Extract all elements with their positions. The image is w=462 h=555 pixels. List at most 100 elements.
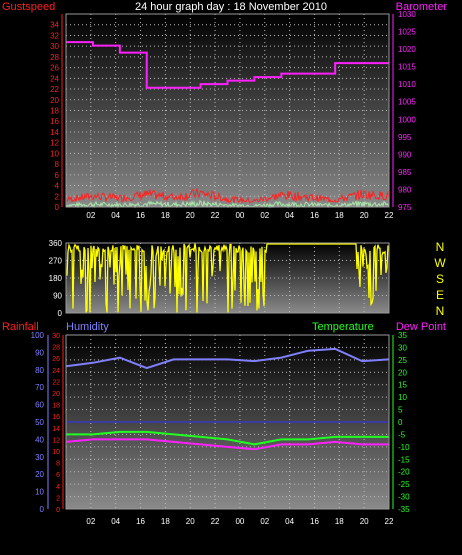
humidity-tick-label: 20	[35, 470, 44, 479]
chart-title: 24 hour graph day : 18 November 2010	[135, 1, 327, 13]
humidity-tick-label: 80	[35, 366, 44, 375]
gust-tick-label: 22	[50, 85, 59, 94]
x-tick-label-p3: 04	[285, 517, 294, 526]
gust-tick-label: 14	[50, 128, 59, 137]
x-tick-label-p1: 02	[260, 211, 269, 220]
x-tick-label-p1: 04	[285, 211, 294, 220]
rain-tick-label: 22	[52, 379, 60, 386]
wind-series-line	[65, 199, 390, 209]
rain-tick-label: 24	[52, 368, 60, 375]
x-tick-label-p3: 04	[111, 517, 120, 526]
temperature-tick-label: 10	[398, 393, 407, 402]
baro-tick-label: 1005	[398, 98, 416, 107]
rain-tick-label: 2	[56, 495, 60, 502]
dir-tick-label: 180	[49, 274, 63, 283]
x-tick-label-p3: 02	[260, 517, 269, 526]
temperature-tick-label: 15	[398, 381, 407, 390]
humidity-tick-label: 10	[35, 488, 44, 497]
gust-tick-label: 24	[50, 74, 59, 83]
series	[65, 41, 390, 451]
direction-label: N	[436, 304, 445, 318]
temperature-tick-label: -25	[398, 480, 410, 489]
gust-tick-label: 30	[50, 42, 59, 51]
dir-tick-label: 360	[49, 239, 63, 248]
x-tick-label-p3: 00	[235, 517, 244, 526]
temperature-tick-label: 20	[398, 368, 407, 377]
rain-tick-label: 30	[52, 333, 60, 340]
direction-label: S	[436, 272, 444, 286]
rain-tick-label: 0	[56, 507, 60, 514]
gust-tick-label: 18	[50, 107, 59, 116]
x-tick-label-p3: 22	[211, 517, 220, 526]
temperature-axis-label: Temperature	[312, 321, 374, 333]
humidity-tick-label: 90	[35, 348, 44, 357]
baro-tick-label: 1000	[398, 115, 416, 124]
rain-tick-label: 8	[56, 461, 60, 468]
gust-tick-label: 2	[55, 192, 60, 201]
x-tick-label-p1: 02	[86, 211, 95, 220]
humidity-tick-label: 100	[31, 331, 45, 340]
humidity-tick-label: 0	[40, 505, 45, 514]
gust-series-line	[65, 188, 390, 204]
rain-tick-label: 20	[52, 391, 60, 398]
humidity-tick-label: 60	[35, 401, 44, 410]
gust-tick-label: 32	[50, 31, 59, 40]
x-tick-label-p1: 22	[385, 211, 394, 220]
x-tick-label-p3: 16	[310, 517, 319, 526]
baro-tick-label: 1030	[398, 10, 416, 19]
temperature-tick-label: 0	[398, 418, 403, 427]
dir-tick-label: 270	[49, 257, 63, 266]
gust-tick-label: 8	[55, 160, 60, 169]
x-tick-label-p3: 18	[161, 517, 170, 526]
gust-tick-label: 4	[55, 182, 60, 191]
x-tick-label-p1: 16	[310, 211, 319, 220]
x-tick-label-p3: 20	[186, 517, 195, 526]
x-tick-label-p3: 02	[86, 517, 95, 526]
panel3-frame	[65, 334, 390, 510]
rain-tick-label: 12	[52, 437, 60, 444]
temperature-tick-label: -15	[398, 455, 410, 464]
dir-tick-label: 90	[53, 292, 62, 301]
direction-label: W	[434, 256, 446, 270]
baro-tick-label: 980	[398, 185, 412, 194]
baro-tick-label: 975	[398, 203, 412, 212]
baro-tick-label: 995	[398, 133, 412, 142]
gust-tick-label: 10	[50, 149, 59, 158]
humidity-series-line	[65, 347, 390, 370]
temperature-tick-label: -35	[398, 505, 410, 514]
temperature-tick-label: 5	[398, 406, 403, 415]
baro-axis-label: Barometer	[396, 1, 448, 13]
temperature-tick-label: -20	[398, 468, 410, 477]
baro-series-line	[66, 41, 389, 89]
humidity-tick-label: 70	[35, 383, 44, 392]
temperature-tick-label: 35	[398, 331, 407, 340]
panel2-frame	[65, 242, 390, 314]
gust-tick-label: 6	[55, 171, 60, 180]
baro-tick-label: 1010	[398, 80, 416, 89]
gust-tick-label: 0	[55, 203, 60, 212]
humidity-tick-label: 50	[35, 418, 44, 427]
x-tick-label-p1: 18	[161, 211, 170, 220]
gust-tick-label: 26	[50, 64, 59, 73]
gust-tick-label: 20	[50, 96, 59, 105]
baro-tick-label: 990	[398, 150, 412, 159]
rain-tick-label: 6	[56, 472, 60, 479]
gust-tick-label: 34	[50, 21, 59, 30]
baro-tick-label: 1025	[398, 28, 416, 37]
gust-tick-label: 28	[50, 53, 59, 62]
x-tick-label-p1: 20	[360, 211, 369, 220]
humidity-axis-label: Humidity	[66, 321, 109, 333]
x-tick-label-p1: 18	[335, 211, 344, 220]
rain-tick-label: 10	[52, 449, 60, 456]
x-tick-label-p1: 22	[211, 211, 220, 220]
wind-direction-line	[65, 243, 390, 313]
rain-axis-label: Rainfall	[2, 321, 39, 333]
temperature-series-line	[66, 430, 389, 446]
dewpoint-axis-label: Dew Point	[396, 321, 446, 333]
x-tick-label-p1: 04	[111, 211, 120, 220]
x-tick-label-p3: 16	[136, 517, 145, 526]
gust-tick-label: 16	[50, 117, 59, 126]
rain-tick-label: 18	[52, 403, 60, 410]
